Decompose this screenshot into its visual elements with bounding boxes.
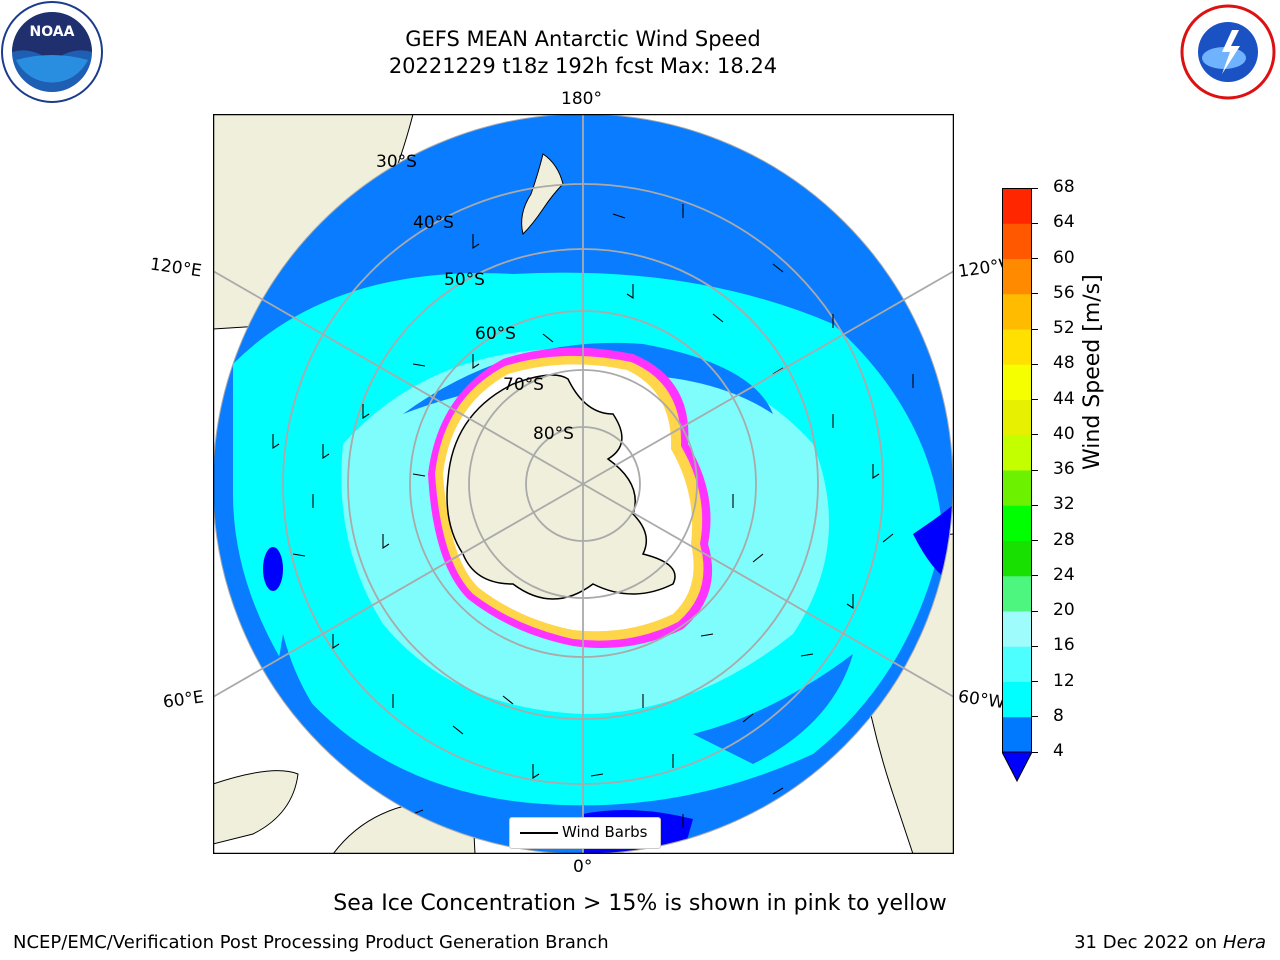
new-zealand-land [521, 153, 564, 235]
colorbar-tick-label: 36 [1053, 459, 1075, 479]
colorbar-tick-mark [1032, 328, 1038, 330]
legend-label: Wind Barbs [562, 823, 648, 841]
svg-text:NOAA: NOAA [30, 24, 75, 40]
sea-ice-caption: Sea Ice Concentration > 15% is shown in … [333, 891, 947, 916]
colorbar-tick-label: 60 [1053, 247, 1075, 268]
colorbar-segment [1002, 399, 1032, 436]
colorbar-tick-label: 28 [1053, 529, 1075, 550]
colorbar-tick-label: 12 [1053, 670, 1075, 691]
footer-branch: NCEP/EMC/Verification Post Processing Pr… [13, 932, 609, 953]
colorbar-tick-mark [1032, 399, 1038, 400]
chart-title: GEFS MEAN Antarctic Wind Speed [405, 27, 761, 51]
colorbar-tick-label: 52 [1053, 318, 1075, 338]
colorbar-tick-mark [1032, 645, 1038, 647]
colorbar-segment [1002, 434, 1032, 471]
colorbar-tick-mark [1032, 363, 1038, 365]
colorbar-tick-mark [1032, 293, 1038, 295]
colorbar-tick-mark [1032, 681, 1038, 682]
colorbar-segment [1002, 188, 1032, 224]
colorbar-tick-mark [1032, 187, 1038, 189]
wind-speed-colorbar [1002, 188, 1032, 782]
colorbar-tick-mark [1032, 258, 1038, 259]
colorbar-label: Wind Speed [m/s] [1080, 274, 1105, 470]
colorbar-segment [1002, 470, 1032, 506]
lat-label-40s: 40°S [413, 213, 454, 233]
lon-label-60w: 60°W [956, 686, 1007, 714]
map-legend: Wind Barbs [509, 817, 661, 849]
colorbar-tick-mark [1032, 222, 1038, 224]
colorbar-tick-label: 24 [1053, 564, 1075, 585]
colorbar-tick-label: 56 [1053, 282, 1075, 303]
footer-date: 31 Dec 2022 on Hera [1074, 932, 1266, 953]
noaa-logo: NOAA [1, 1, 103, 103]
colorbar-tick-label: 4 [1053, 741, 1064, 761]
colorbar-tick-label: 68 [1053, 177, 1075, 197]
footer-date-text: 31 Dec 2022 on [1074, 932, 1218, 953]
colorbar-tick-mark [1032, 610, 1038, 612]
polar-wind-speed-map [213, 114, 954, 854]
antarctica-land [446, 374, 676, 600]
colorbar-segment [1002, 575, 1032, 612]
colorbar-segment [1002, 223, 1032, 259]
colorbar-tick-label: 44 [1053, 388, 1075, 409]
colorbar-segment [1002, 646, 1032, 682]
colorbar-segment [1002, 364, 1032, 400]
colorbar-tick-label: 16 [1053, 635, 1075, 656]
colorbar-tick-mark [1032, 540, 1038, 541]
colorbar-tick-mark [1032, 434, 1038, 436]
colorbar-tick-label: 20 [1053, 600, 1075, 620]
colorbar-segment [1002, 716, 1032, 753]
colorbar-segment [1002, 258, 1032, 295]
colorbar-tick-mark [1032, 575, 1038, 577]
lon-label-120e: 120°E [148, 254, 203, 282]
colorbar-tick-mark [1032, 751, 1038, 753]
lat-label-60s: 60°S [475, 324, 516, 344]
lat-label-70s: 70°S [503, 375, 544, 395]
lon-label-180: 180° [561, 89, 602, 109]
lat-label-30s: 30°S [376, 152, 417, 172]
colorbar-tick-mark [1032, 504, 1038, 506]
lat-label-50s: 50°S [444, 270, 485, 290]
national-weather-service-logo [1180, 4, 1276, 100]
colorbar-segment [1002, 540, 1032, 577]
colorbar-segment [1002, 681, 1032, 718]
footer-machine: Hera [1222, 932, 1266, 953]
colorbar-tick-mark [1032, 716, 1038, 718]
colorbar-segment [1002, 293, 1032, 330]
lat-label-80s: 80°S [533, 424, 574, 444]
colorbar-tick-label: 32 [1053, 494, 1075, 515]
colorbar-tick-label: 8 [1053, 705, 1064, 726]
colorbar-segment [1002, 505, 1032, 541]
chart-subtitle: 20221229 t18z 192h fcst Max: 18.24 [388, 54, 778, 78]
africa-land [213, 770, 299, 845]
colorbar-extend-triangle [1002, 751, 1032, 782]
lon-label-60e: 60°E [161, 687, 206, 713]
colorbar-tick-label: 64 [1053, 212, 1075, 233]
lon-label-0: 0° [573, 857, 593, 877]
colorbar-tick-label: 48 [1053, 353, 1075, 374]
wind-barb-legend-line [520, 832, 558, 834]
colorbar-segment [1002, 611, 1032, 647]
colorbar-segment [1002, 329, 1032, 365]
colorbar-tick-label: 40 [1053, 423, 1075, 444]
colorbar-tick-mark [1032, 469, 1038, 471]
